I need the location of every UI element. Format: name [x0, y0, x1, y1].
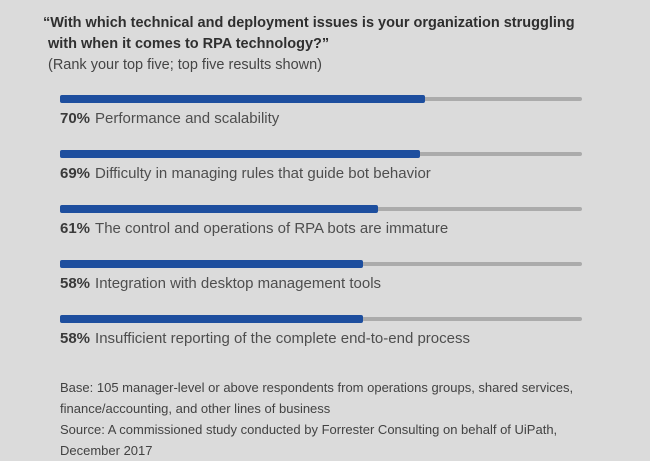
bar-label: 58% Integration with desktop management t…	[60, 275, 650, 293]
bar-value: 58%	[60, 275, 91, 292]
bar-label: 61% The control and operations of RPA bot…	[60, 220, 650, 238]
bar-fill	[60, 260, 363, 268]
bar-rows: 70% Performance and scalability 69% Diffic…	[0, 95, 650, 370]
bar-value: 61%	[60, 220, 91, 237]
chart-subtitle: (Rank your top five; top five results sh…	[48, 57, 323, 73]
base-note-line-1: Base: 105 manager-level or above respond…	[60, 380, 574, 395]
chart-title-line-2: with when it comes to RPA technology?”	[48, 36, 330, 52]
base-note-line-2: finance/accounting, and other lines of b…	[60, 401, 331, 416]
bar-fill	[60, 315, 363, 323]
bar-description: Insufficient reporting of the complete e…	[95, 330, 470, 347]
bar-description: Difficulty in managing rules that guide …	[95, 165, 431, 182]
bar	[60, 315, 582, 323]
bar-description: Performance and scalability	[95, 110, 280, 127]
bar-fill	[60, 205, 379, 213]
bar-value: 69%	[60, 165, 91, 182]
source-note-line-2: December 2017	[60, 443, 153, 458]
bar-fill	[60, 95, 426, 103]
bar	[60, 205, 582, 213]
bar-label: 70% Performance and scalability	[60, 110, 650, 128]
chart-header: “With which technical and deployment iss…	[0, 0, 650, 76]
bar-value: 58%	[60, 330, 91, 347]
chart-title-line-1: “With which technical and deployment iss…	[43, 15, 575, 31]
bar-fill	[60, 150, 421, 158]
bar-description: Integration with desktop management tool…	[95, 275, 382, 292]
bar-row: 61% The control and operations of RPA bot…	[60, 205, 650, 260]
source-note-line-1: Source: A commissioned study conducted b…	[60, 422, 558, 437]
bar-row: 58% Insufficient reporting of the complet…	[60, 315, 650, 370]
bar	[60, 95, 582, 103]
bar-label: 58% Insufficient reporting of the complet…	[60, 330, 650, 348]
bar-row: 58% Integration with desktop management t…	[60, 260, 650, 315]
bar-row: 70% Performance and scalability	[60, 95, 650, 150]
bar	[60, 150, 582, 158]
bar-row: 69% Difficulty in managing rules that gui…	[60, 150, 650, 205]
bar	[60, 260, 582, 268]
bar-description: The control and operations of RPA bots a…	[95, 220, 449, 237]
bar-value: 70%	[60, 110, 91, 127]
chart-footnotes: Base: 105 manager-level or above respond…	[0, 377, 650, 461]
bar-label: 69% Difficulty in managing rules that gui…	[60, 165, 650, 183]
